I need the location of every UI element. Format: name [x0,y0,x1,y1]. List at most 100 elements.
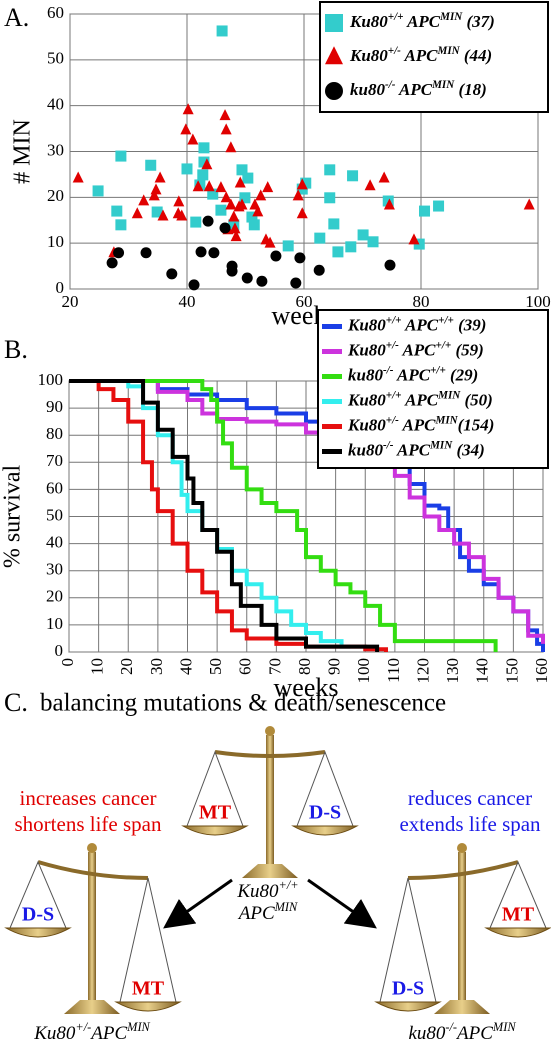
point [140,247,152,259]
point [270,250,282,262]
point [187,133,199,145]
point [282,240,294,252]
base [64,1000,120,1014]
effect-text: increases cancer [20,786,157,810]
point [296,207,308,219]
pan [181,825,249,836]
finial [457,843,467,853]
point [433,200,445,212]
y-tick-label: 100 [38,370,64,389]
point [378,171,390,183]
point [197,169,209,181]
pillar [266,735,274,872]
point [242,172,254,184]
base [242,864,298,878]
base [434,1000,490,1014]
x-tick-label: 50 [206,658,225,675]
point [367,236,379,248]
x-tick-label: 110 [384,658,403,683]
point [347,170,359,182]
pan-strings [296,750,354,827]
y-axis-label: % survival [0,465,26,569]
genotype-label: Ku80+/+ [236,878,298,903]
legend-box [317,309,549,469]
pan-strings [379,877,437,1003]
point [324,192,336,204]
effect-text: shortens life span [15,812,162,836]
legend-marker [325,14,343,32]
legend-label: Ku80+/- APC+/+ (59) [347,339,484,359]
point [219,222,231,234]
pillar [88,852,96,1008]
point [248,219,260,231]
y-axis-label: # MIN [10,119,36,184]
point [313,264,325,276]
point [324,164,336,176]
point [364,179,376,191]
survival-curve [69,379,388,652]
pan-strings [186,750,244,827]
beam [407,860,519,880]
effect-text: extends life span [399,812,541,836]
pan-strings [489,860,547,929]
point [106,257,118,269]
point [408,233,420,245]
point [523,198,535,210]
point [241,272,253,284]
point [300,177,312,189]
finial [265,726,275,736]
pan-strings [9,860,67,929]
point [332,246,344,258]
point [190,216,202,228]
y-tick-label: 30 [46,560,63,579]
legend-marker [325,46,343,65]
legend-label: ku80-/- APCMIN (34) [348,439,485,459]
point [292,189,304,201]
x-tick-label: 150 [502,658,521,684]
point [115,150,127,162]
genotype-label: Ku80+/-APCMIN [33,1020,150,1045]
legend-marker [325,82,343,100]
legend-label: ku80-/- APC+/+ (29) [348,364,478,384]
point [264,236,276,248]
point [198,156,210,168]
point [294,252,306,264]
finial [87,843,97,853]
point [234,176,246,188]
legend-label: Ku80+/+ APCMIN (37) [349,11,495,31]
y-tick-label: 10 [46,614,63,633]
point [219,109,231,121]
legend-label: Ku80+/+ APC+/+ (39) [347,314,486,334]
x-tick-label: 100 [525,292,551,311]
point [220,191,232,203]
x-tick-label: 70 [265,658,284,675]
point [246,211,258,223]
x-tick-label: 40 [176,658,195,675]
legend-label: Ku80+/- APCMIN(154) [347,414,494,434]
x-tick-label: 20 [117,658,136,675]
point [198,142,210,154]
pan-label: D-S [22,904,54,926]
point [111,205,123,217]
point [262,181,274,193]
y-tick-label: 50 [47,49,64,68]
balance: D-S MT [374,843,551,1014]
point [180,123,192,135]
point [228,210,240,222]
survival-curve [69,379,380,652]
point [236,164,248,176]
point [255,189,267,201]
y-tick-label: 50 [46,505,63,524]
point [151,206,163,218]
point [296,178,308,190]
genotype-label: ku80-/-APCMIN [408,1020,516,1045]
x-tick-label: 130 [443,658,462,684]
y-tick-label: 0 [56,278,65,297]
pan-strings [119,877,177,1003]
point [182,103,194,115]
pan-label: D-S [309,802,341,824]
point [233,200,245,212]
point [148,189,160,201]
point [216,25,228,37]
